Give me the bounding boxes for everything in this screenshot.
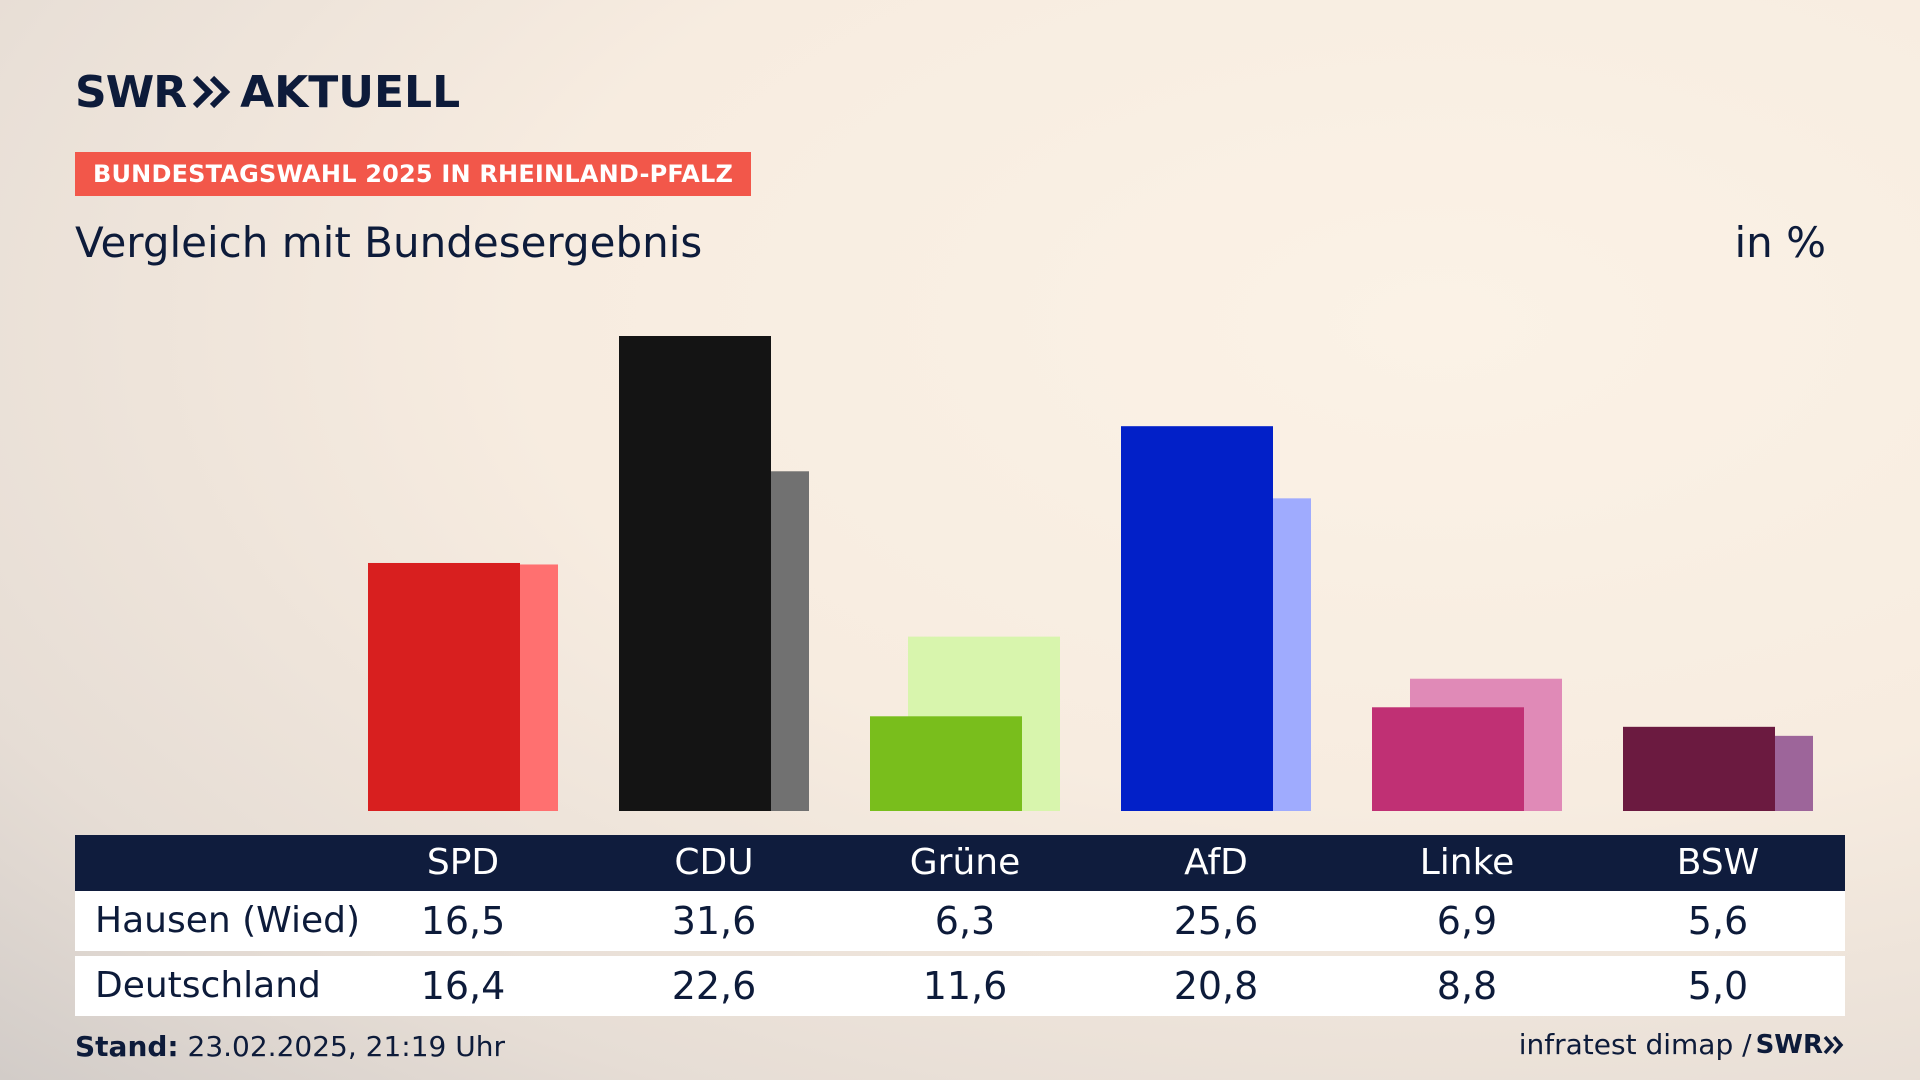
table-cell-spd: 16,5: [420, 899, 506, 943]
unit-label: in %: [1734, 218, 1826, 267]
swr-aktuell-logo: SWR AKTUELL: [75, 66, 460, 118]
column-header-linke: Linke: [1419, 842, 1515, 883]
table-cell-cdu: 22,6: [671, 964, 757, 1008]
table-row: Deutschland 16,4 22,6 11,6 20,8 8,8 5,0: [75, 956, 1845, 1016]
table-cell-bsw: 5,6: [1687, 899, 1749, 943]
table-cell-afd: 25,6: [1173, 899, 1259, 943]
bar-hausen-afd: [1121, 426, 1273, 811]
bar-hausen-cdu: [619, 336, 771, 811]
footer-swr-logo: SWR: [1755, 1029, 1823, 1060]
table-cell-linke: 6,9: [1436, 899, 1498, 943]
table-cell-bsw: 5,0: [1687, 964, 1749, 1008]
table-cell-afd: 20,8: [1173, 964, 1259, 1008]
election-kicker: BUNDESTAGSWAHL 2025 IN RHEINLAND-PFALZ: [75, 152, 752, 196]
timestamp: Stand: 23.02.2025, 21:19 Uhr: [75, 1030, 505, 1063]
table-cell-spd: 16,4: [420, 964, 506, 1008]
bar-hausen-spd: [368, 562, 520, 811]
bar-hausen-gruene: [870, 716, 1022, 811]
table-cell-cdu: 31,6: [671, 899, 757, 943]
chevron-double-icon: [192, 75, 231, 109]
column-header-spd: SPD: [426, 842, 500, 883]
stand-label: Stand:: [75, 1030, 179, 1063]
column-header-bsw: BSW: [1676, 842, 1760, 883]
chart-title: Vergleich mit Bundesergebnis: [75, 218, 703, 267]
results-table: SPD CDU Grüne AfD Linke BSW Hausen (Wied) 16,…: [75, 835, 1845, 1016]
source-text: infratest dimap /: [1518, 1028, 1752, 1061]
row-label: Deutschland: [95, 965, 321, 1006]
column-header-afd: AfD: [1184, 842, 1248, 883]
row-label: Hausen (Wied): [95, 900, 361, 941]
source-credit: infratest dimap / SWR: [1519, 1028, 1845, 1061]
table-row: Hausen (Wied) 16,5 31,6 6,3 25,6 6,9 5,6: [75, 891, 1845, 951]
table-cell-gruene: 11,6: [922, 964, 1008, 1008]
table-cell-linke: 8,8: [1436, 964, 1498, 1008]
bar-hausen-bsw: [1623, 726, 1775, 811]
column-header-gruene: Grüne: [909, 842, 1021, 883]
table-cell-gruene: 6,3: [934, 899, 996, 943]
logo-aktuell-text: AKTUELL: [240, 66, 461, 118]
column-header-cdu: CDU: [674, 842, 754, 883]
chevron-double-icon: [1823, 1035, 1844, 1054]
bar-hausen-linke: [1372, 707, 1524, 811]
logo-swr-text: SWR: [75, 66, 187, 118]
stand-value: 23.02.2025, 21:19 Uhr: [178, 1030, 505, 1063]
table-header: SPD CDU Grüne AfD Linke BSW: [75, 835, 1845, 891]
bar-chart: [368, 336, 1813, 811]
